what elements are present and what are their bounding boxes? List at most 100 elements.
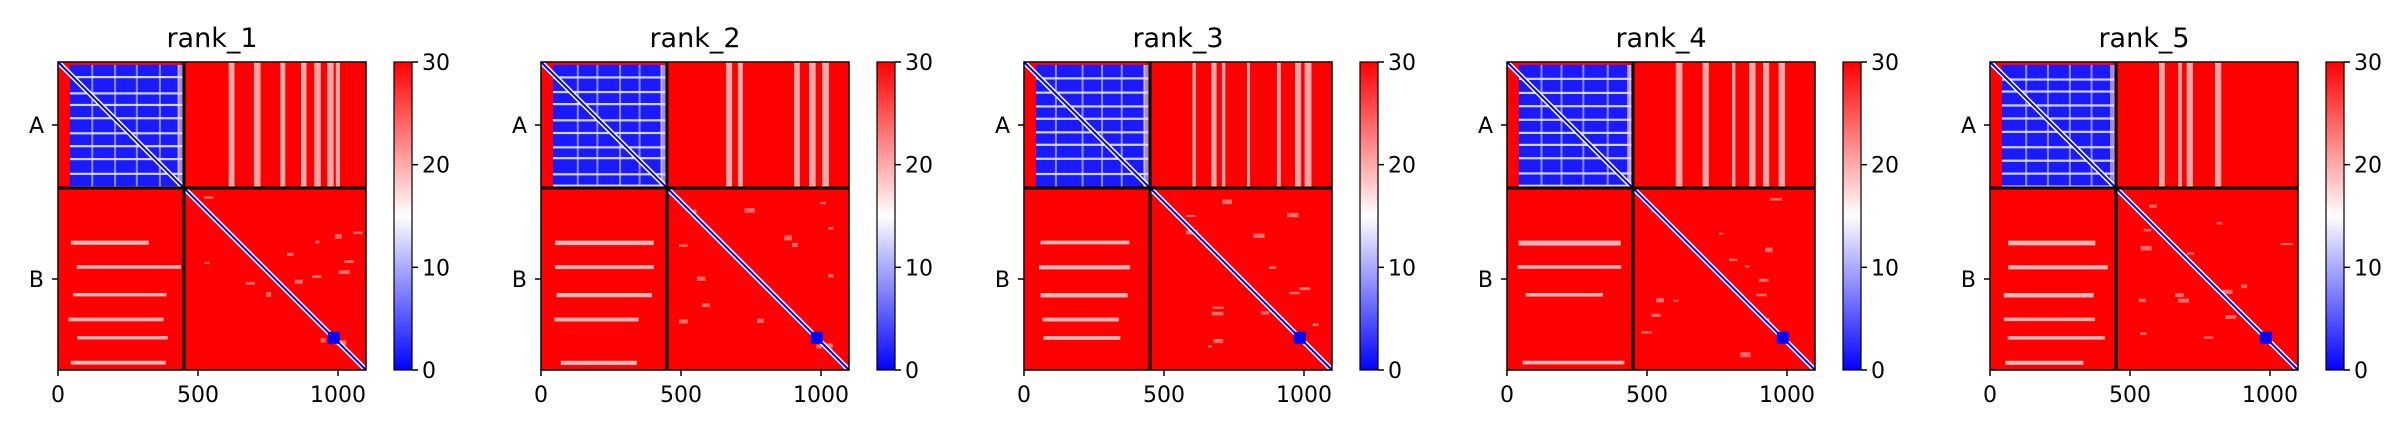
chain-b-speckle [320, 338, 326, 343]
chain-a-vstripe [1540, 65, 1543, 188]
off-diagonal-stripe [822, 62, 829, 188]
chain-a-vstripe [638, 65, 641, 188]
chain-b-speckle [1260, 311, 1270, 315]
colorbar-tick-label: 30 [1388, 51, 1416, 76]
chain-b-speckle [1651, 313, 1661, 317]
chain-b-speckle [1656, 297, 1664, 303]
off-diagonal-row [68, 317, 164, 322]
y-tick-label: B [512, 268, 527, 293]
diagonal-knot [2259, 331, 2272, 344]
x-tick-label: 1000 [2242, 383, 2298, 408]
chain-a-vstripe [2025, 65, 2028, 188]
chain-a-stripe [553, 157, 667, 160]
x-tick-label: 0 [534, 383, 548, 408]
colorbar-tick-label: 10 [2354, 256, 2382, 281]
off-diagonal-stripe [1192, 62, 1196, 188]
chain-b-speckle [287, 252, 294, 256]
chain-a-stripe [553, 146, 667, 149]
chain-a-stripe [553, 76, 667, 79]
chain-a-stripe [553, 90, 667, 94]
diagonal [540, 61, 850, 371]
x-tick-label: 1000 [1759, 383, 1815, 408]
chain-b-speckle [1207, 345, 1212, 348]
colorbar-tick-label: 0 [905, 359, 919, 384]
diagonal-knot [327, 331, 340, 344]
chain-a-stripe [70, 92, 184, 95]
chain-a-stripe [1519, 157, 1633, 160]
x-tick-label: 1000 [793, 383, 849, 408]
off-diagonal-row [1040, 293, 1128, 298]
diagonal [1506, 61, 1816, 371]
panel-title: rank_5 [2098, 23, 2189, 54]
chain-a-edge [661, 65, 667, 188]
off-diagonal-row [77, 336, 168, 340]
chain-a-vstripe [2046, 65, 2049, 188]
off-diagonal-row [73, 293, 167, 297]
colorbar-tick-label: 0 [2354, 359, 2368, 384]
panel-title: rank_4 [1615, 23, 1706, 54]
chain-a-stripe [1519, 91, 1633, 95]
chain-b-speckle [1299, 287, 1311, 291]
chain-a-edge [178, 65, 184, 188]
off-diagonal-row [76, 265, 182, 269]
off-diagonal-stripe [1675, 62, 1683, 188]
chain-a-vstripe [1560, 65, 1563, 188]
diagonal [1023, 61, 1333, 371]
chain-b-speckle [338, 270, 350, 275]
colorbar-tick-label: 20 [1388, 154, 1416, 179]
chain-b-speckle [334, 234, 342, 239]
panel-4: rank_4 A B 0 500 1000 0 10 20 30 [1478, 23, 1899, 408]
chain-b-speckle [266, 292, 272, 297]
chain-b-speckle [204, 261, 210, 265]
x-tick-label: 500 [660, 383, 702, 408]
y-tick-label: B [1961, 268, 1976, 293]
off-diagonal-stripe [300, 62, 307, 188]
chain-a-stripe [1519, 118, 1633, 121]
chain-b-speckle [820, 201, 826, 205]
panel-5: rank_5 A B 0 500 1000 0 10 20 30 [1961, 23, 2382, 408]
off-diagonal-stripe [1731, 62, 1736, 188]
off-diagonal-row [2007, 336, 2105, 340]
off-diagonal-row [70, 240, 149, 245]
off-diagonal-stripe [2186, 62, 2193, 188]
plot-frame [1023, 61, 1333, 371]
chain-b-speckle [816, 344, 822, 349]
off-diagonal-stripe [327, 62, 334, 188]
chain-b-speckle [1186, 214, 1196, 217]
off-diagonal-row [70, 360, 166, 365]
colorbar [393, 61, 413, 371]
colorbar-tick-label: 20 [2354, 154, 2382, 179]
chain-b-speckle [2149, 204, 2157, 208]
chain-a-stripe [2002, 117, 2116, 120]
off-diagonal-row [1043, 336, 1121, 340]
off-diagonal-stripe [1295, 62, 1302, 188]
colorbar-tick-label: 30 [905, 51, 933, 76]
chain-a-stripe [1036, 143, 1150, 146]
off-diagonal-row [560, 360, 638, 366]
chain-b-speckle [784, 235, 792, 241]
chain-a-vstripe [1081, 65, 1084, 188]
chain-a-vstripe [1120, 65, 1123, 188]
chain-b-speckle [792, 243, 799, 248]
off-diagonal-stripe [794, 62, 800, 188]
plot-frame [1506, 61, 1816, 371]
off-diagonal-stripe [1222, 62, 1226, 188]
chain-b-speckle [1718, 232, 1724, 235]
off-diagonal-stripe [1763, 62, 1770, 188]
x-tick-label: 0 [1500, 383, 1514, 408]
chain-a-edge [2110, 65, 2116, 188]
x-tick-label: 0 [51, 383, 65, 408]
off-diagonal-row [556, 293, 653, 298]
chain-b-speckle [2225, 315, 2237, 320]
off-diagonal-stripe [314, 62, 321, 188]
diagonal-knot [1776, 331, 1789, 344]
off-diagonal-row [1038, 265, 1131, 270]
chain-a-stripe [553, 173, 667, 176]
chain-b-speckle [294, 279, 303, 284]
off-diagonal-row [1042, 317, 1119, 322]
x-tick-label: 0 [1017, 383, 1031, 408]
chain-a-stripe [1519, 143, 1633, 147]
off-diagonal-row [1525, 293, 1603, 297]
y-tick-label: B [1478, 268, 1493, 293]
chain-a-stripe [2002, 146, 2116, 149]
